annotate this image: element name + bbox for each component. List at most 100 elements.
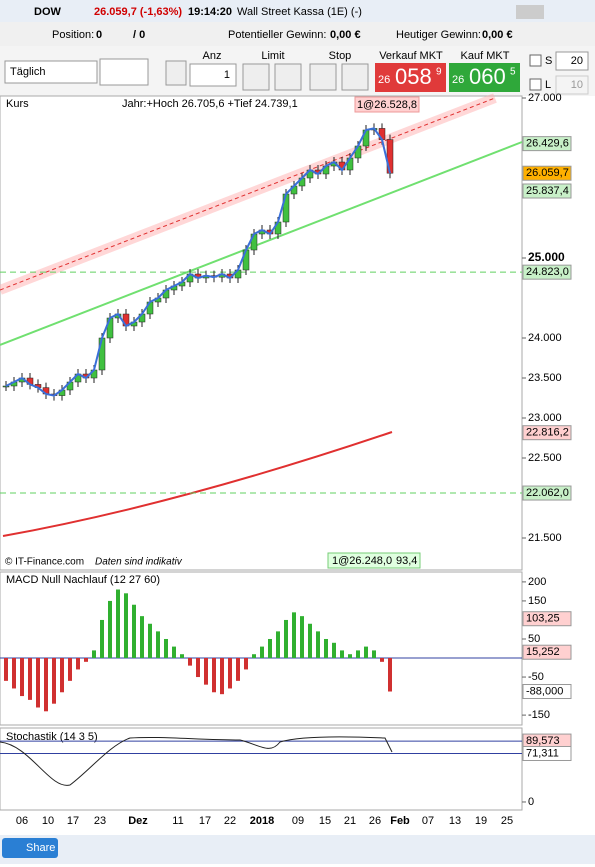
period-select[interactable] <box>4 60 98 84</box>
quote: 26.059,7 (-1,63%) <box>94 6 182 18</box>
x-tick-label: 17 <box>67 815 79 827</box>
y-tick-label: 150 <box>528 595 546 607</box>
y-tick-label: 27.000 <box>528 92 562 104</box>
limit-label: Limit <box>261 50 284 62</box>
x-tick-label: 22 <box>224 815 236 827</box>
macd-bar <box>44 658 48 712</box>
share: Share <box>26 842 55 854</box>
y-tick-label: 23.000 <box>528 412 562 424</box>
qty: 1 <box>224 69 230 81</box>
macd-bar <box>20 658 24 697</box>
x-tick-label: 09 <box>292 815 304 827</box>
y-tick-label: 23.500 <box>528 372 562 384</box>
y-tick-label: 22.500 <box>528 452 562 464</box>
price-tag-label: 22.816,2 <box>526 427 569 439</box>
x-tick-label: 10 <box>42 815 54 827</box>
position: 0 <box>96 29 102 41</box>
macd-bar <box>388 658 392 692</box>
macd-bar <box>308 623 312 659</box>
price-tag-label: 24.823,0 <box>526 266 569 278</box>
moving-average-200 <box>2 431 393 537</box>
qty-input[interactable] <box>189 63 237 87</box>
sell-button[interactable] <box>375 63 446 92</box>
stochastic-line <box>0 736 393 786</box>
macd-bar <box>204 658 208 685</box>
macd-bar <box>236 658 240 681</box>
title-bar <box>0 0 595 22</box>
position-label: Position: <box>52 29 94 41</box>
potential-label: Potentieller Gewinn: <box>228 29 326 41</box>
price-tag <box>522 264 572 280</box>
y-tick-label: 21.500 <box>528 532 562 544</box>
support-line <box>0 141 523 346</box>
l-label: L <box>545 79 551 91</box>
limit-buy[interactable] <box>242 63 270 91</box>
macd-bar <box>220 658 224 695</box>
price-tag <box>522 745 572 761</box>
share-button[interactable] <box>2 838 58 858</box>
buy-big: 26 <box>452 74 464 86</box>
macd-bar <box>52 658 56 704</box>
low-marker <box>327 552 421 569</box>
orders: / 0 <box>133 29 145 41</box>
price-tag <box>522 485 572 501</box>
macd-title: MACD Null Nachlauf (12 27 60) <box>6 574 160 586</box>
macd-bar <box>68 658 72 681</box>
price-tag-label: 25.837,4 <box>526 185 569 197</box>
x-tick-label: Dez <box>128 815 148 827</box>
x-tick-label: 17 <box>199 815 211 827</box>
macd-bar <box>292 612 296 659</box>
stop-buy[interactable] <box>309 63 337 91</box>
macd-bar <box>4 658 8 681</box>
tool-button[interactable] <box>165 60 187 86</box>
price-tag-label: 26.059,7 <box>526 167 569 179</box>
macd-bar <box>180 654 184 659</box>
high-marker <box>354 96 420 113</box>
instrument: Wall Street Kassa (1E) (-) <box>237 6 362 18</box>
price-tag-label: 71,311 <box>526 747 559 759</box>
y-tick-label: 0 <box>528 796 534 808</box>
price-tag <box>522 644 572 660</box>
macd-bar <box>140 616 144 659</box>
macd-bar <box>164 638 168 659</box>
price-panel <box>0 95 523 571</box>
price-line <box>5 127 391 397</box>
macd-bar <box>364 646 368 659</box>
stochastic-panel <box>0 727 523 811</box>
macd-bar <box>276 631 280 659</box>
buy-button[interactable] <box>449 63 520 92</box>
y-tick-label: 50 <box>528 633 540 645</box>
macd-bar <box>196 658 200 678</box>
x-tick-label: 23 <box>94 815 106 827</box>
l-checkbox[interactable] <box>529 78 542 91</box>
macd-bar <box>356 650 360 659</box>
s-checkbox[interactable] <box>529 54 542 67</box>
sell-label: Verkauf MKT <box>379 50 443 62</box>
sell-mid: 058 <box>395 64 432 89</box>
macd-bar <box>244 658 248 670</box>
window-button[interactable] <box>516 5 544 19</box>
macd-bar <box>188 658 192 666</box>
l-input[interactable] <box>555 75 589 95</box>
macd-bar <box>108 600 112 659</box>
macd-bar <box>348 654 352 659</box>
macd-bar <box>324 638 328 659</box>
macd-bar <box>76 658 80 670</box>
x-tick-label: 26 <box>369 815 381 827</box>
symbol: DOW <box>34 6 62 18</box>
macd-bar <box>116 589 120 659</box>
price-tag <box>522 425 572 441</box>
limit-sell[interactable] <box>274 63 302 91</box>
macd-bar <box>172 646 176 659</box>
today-label: Heutiger Gewinn: <box>396 29 481 41</box>
chart-type-button[interactable] <box>99 58 149 86</box>
x-tick-label: 07 <box>422 815 434 827</box>
high-marker-text: 1@26.528,8 <box>357 99 417 111</box>
buy-label: Kauf MKT <box>461 50 510 62</box>
s-input[interactable] <box>555 51 589 71</box>
price-tag-label: -88,000 <box>526 685 563 697</box>
macd-bar <box>100 619 104 659</box>
stop-sell[interactable] <box>341 63 369 91</box>
